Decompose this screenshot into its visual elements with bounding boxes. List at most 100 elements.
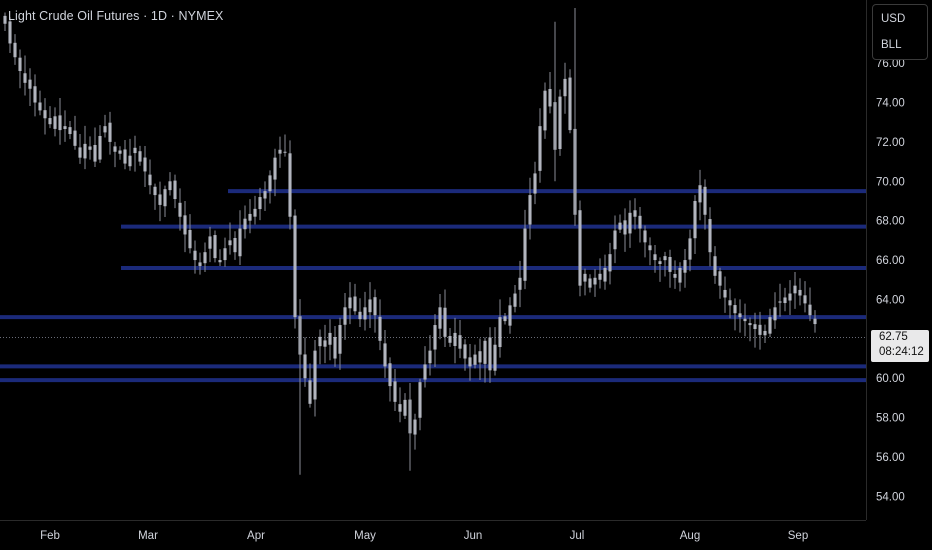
- candle-body: [43, 110, 47, 119]
- candle-body: [453, 332, 457, 346]
- candle-body: [458, 335, 462, 349]
- candle-body: [378, 316, 382, 341]
- candle-body: [743, 318, 747, 322]
- candle-body: [758, 324, 762, 335]
- candle-body: [88, 146, 92, 150]
- currency-label: USD: [881, 13, 906, 25]
- candle-body: [698, 185, 702, 203]
- candle-body: [178, 202, 182, 217]
- candle-body: [188, 229, 192, 249]
- candle-body: [328, 332, 332, 345]
- candle-body: [133, 147, 137, 154]
- candle-body: [523, 228, 527, 281]
- candle-body: [223, 248, 227, 261]
- candle-body: [93, 144, 97, 162]
- candle-body: [148, 174, 152, 186]
- candle-body: [528, 195, 532, 225]
- horizontal-levels: [0, 189, 866, 383]
- candle-body: [98, 136, 102, 160]
- candle-body: [413, 419, 417, 435]
- y-tick-label: 64.00: [876, 294, 905, 306]
- candle-body: [48, 118, 52, 125]
- last-price-tag: 62.75 08:24:12: [871, 330, 929, 362]
- candle-body: [143, 157, 147, 172]
- x-tick-label: Aug: [680, 530, 700, 542]
- y-tick-label: 56.00: [876, 452, 905, 464]
- candle-body: [638, 215, 642, 229]
- candle-body: [198, 262, 202, 266]
- candle-body: [153, 186, 157, 196]
- price-axis: 54.0056.0058.0060.0062.0064.0066.0068.00…: [876, 19, 905, 504]
- candle-body: [283, 151, 287, 153]
- candle-body: [23, 73, 27, 83]
- candle-body: [598, 273, 602, 280]
- candle-body: [548, 88, 552, 107]
- candle-body: [128, 155, 132, 167]
- candle-body: [348, 297, 352, 309]
- candle-body: [803, 295, 807, 304]
- candle-body: [653, 254, 657, 261]
- currency-selector[interactable]: USD BLL: [872, 4, 928, 60]
- x-tick-label: Jul: [570, 530, 585, 542]
- candle-body: [463, 344, 467, 359]
- candle-body: [593, 277, 597, 285]
- y-tick-label: 60.00: [876, 373, 905, 385]
- candle-body: [113, 146, 117, 152]
- candle-body: [768, 317, 772, 334]
- candle-body: [578, 210, 582, 286]
- candle-body: [158, 194, 162, 205]
- candle-body: [488, 337, 492, 371]
- candle-body: [483, 340, 487, 364]
- candle-body: [383, 343, 387, 367]
- candle-body: [373, 297, 377, 316]
- candle-body: [423, 364, 427, 380]
- candle-body: [168, 181, 172, 191]
- x-tick-label: Apr: [247, 530, 265, 542]
- candle-body: [193, 250, 197, 261]
- y-tick-label: 68.00: [876, 216, 905, 228]
- candle-body: [323, 340, 327, 347]
- candle-body: [208, 236, 212, 249]
- candle-body: [8, 21, 12, 44]
- time-axis: Feb Mar Apr May Jun Jul Aug Sep: [40, 530, 808, 542]
- candle-body: [238, 228, 242, 257]
- candle-body: [623, 220, 627, 235]
- candle-body: [18, 57, 22, 72]
- candle-body: [563, 78, 567, 97]
- candle-body: [58, 115, 62, 131]
- candle-body: [393, 381, 397, 402]
- candle-body: [733, 305, 737, 314]
- candle-body: [438, 307, 442, 329]
- candle-body: [78, 147, 82, 158]
- candle-body: [508, 305, 512, 326]
- candle-body: [538, 126, 542, 171]
- candle-body: [478, 351, 482, 363]
- candle-body: [263, 191, 267, 199]
- candle-body: [363, 307, 367, 320]
- candle-body: [273, 157, 277, 180]
- unit-label: BLL: [881, 39, 902, 51]
- candle-body: [718, 271, 722, 286]
- candle-body: [763, 330, 767, 336]
- candle-body: [648, 245, 652, 251]
- x-tick-label: Jun: [464, 530, 483, 542]
- candle-body: [63, 126, 67, 129]
- x-tick-label: Sep: [788, 530, 808, 542]
- y-tick-label: 66.00: [876, 255, 905, 267]
- y-tick-label: 72.00: [876, 137, 905, 149]
- candle-body: [783, 297, 787, 304]
- candle-body: [498, 317, 502, 348]
- candle-body: [243, 218, 247, 230]
- candle-body: [213, 235, 217, 259]
- candle-body: [278, 149, 282, 154]
- candle-body: [673, 273, 677, 278]
- candle-body: [468, 357, 472, 367]
- candle-body: [798, 289, 802, 296]
- candle-body: [103, 126, 107, 133]
- candle-body: [288, 153, 292, 217]
- candle-body: [68, 127, 72, 135]
- candle-body: [318, 336, 322, 347]
- candle-body: [708, 219, 712, 253]
- last-price: 62.75: [879, 331, 908, 343]
- candle-body: [38, 102, 42, 111]
